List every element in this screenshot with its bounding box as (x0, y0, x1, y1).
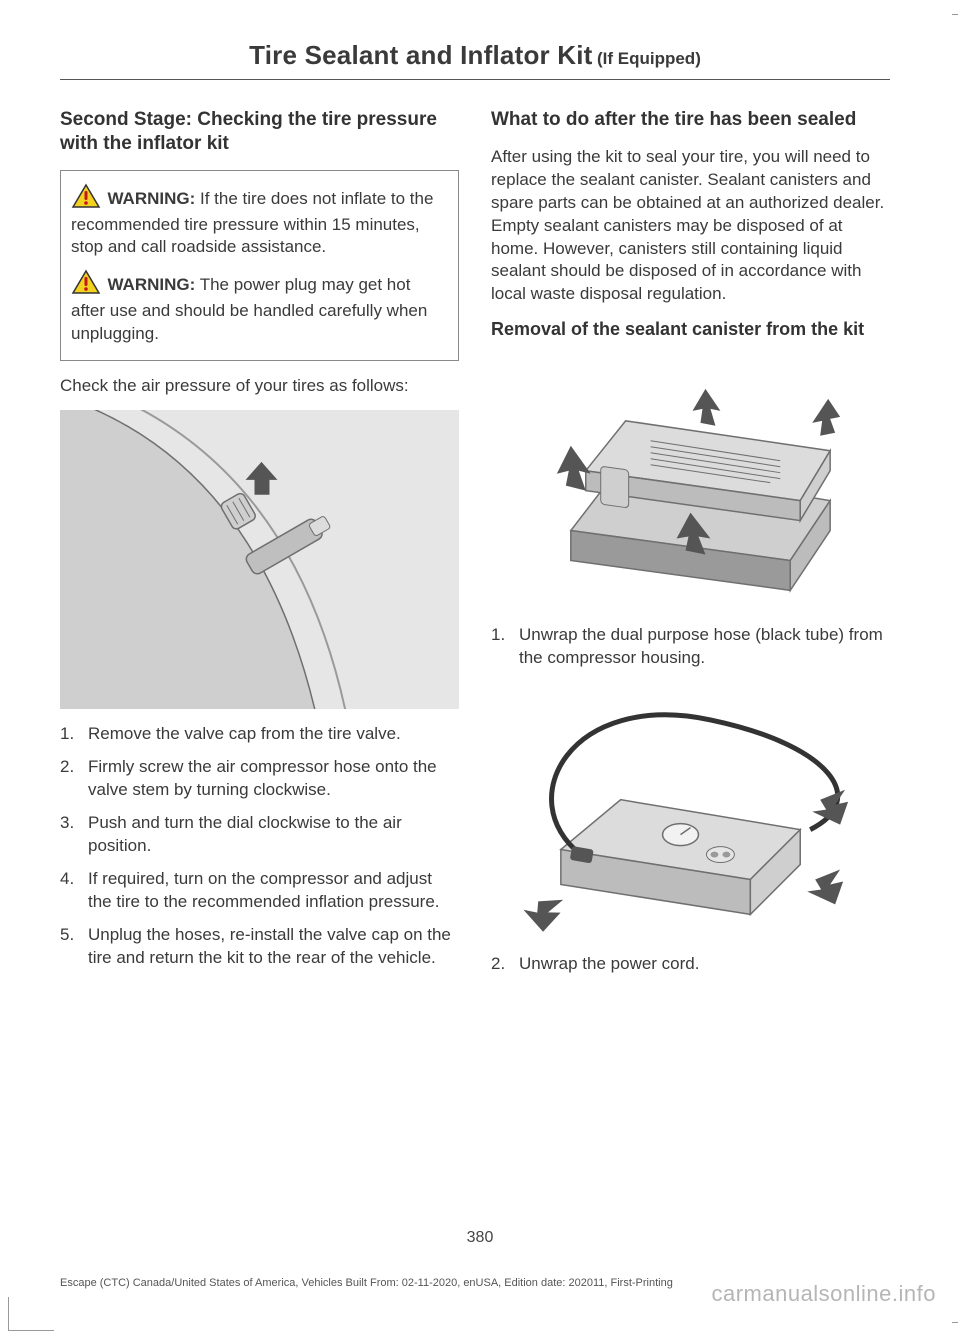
two-column-layout: Second Stage: Checking the tire pressure… (60, 108, 890, 986)
header-title: Tire Sealant and Inflator Kit (249, 40, 592, 70)
warning-label: WARNING: (107, 275, 195, 294)
watermark: carmanualsonline.info (711, 1281, 936, 1307)
warning-text: WARNING: The power plug may get hot afte… (71, 275, 427, 343)
list-item: 1.Remove the valve cap from the tire val… (60, 723, 459, 746)
warning-label: WARNING: (107, 189, 195, 208)
step-text: Push and turn the dial clockwise to the … (88, 812, 459, 858)
right-steps-1: 1.Unwrap the dual purpose hose (black tu… (491, 624, 890, 670)
right-steps-2: 2.Unwrap the power cord. (491, 953, 890, 976)
right-subheading: Removal of the sealant canister from the… (491, 318, 890, 341)
warning-item: WARNING: The power plug may get hot afte… (71, 269, 448, 346)
warning-text: WARNING: If the tire does not inflate to… (71, 189, 433, 257)
page-content: Tire Sealant and Inflator Kit (If Equipp… (60, 40, 890, 986)
tire-valve-figure (60, 410, 459, 709)
list-item: 2.Unwrap the power cord. (491, 953, 890, 976)
warning-box: WARNING: If the tire does not inflate to… (60, 170, 459, 362)
list-item: 2.Firmly screw the air compressor hose o… (60, 756, 459, 802)
right-column: What to do after the tire has been seale… (491, 108, 890, 986)
crop-tick-icon (952, 1322, 958, 1323)
step-text: Firmly screw the air compressor hose ont… (88, 756, 459, 802)
step-text: Unplug the hoses, re-install the valve c… (88, 924, 459, 970)
crop-mark-icon (8, 1297, 54, 1331)
list-item: 1.Unwrap the dual purpose hose (black tu… (491, 624, 890, 670)
page-header: Tire Sealant and Inflator Kit (If Equipp… (60, 40, 890, 80)
page-number: 380 (0, 1229, 960, 1247)
step-text: Remove the valve cap from the tire valve… (88, 723, 401, 746)
canister-removal-figure (491, 351, 890, 610)
warning-triangle-icon (71, 269, 101, 300)
left-column: Second Stage: Checking the tire pressure… (60, 108, 459, 986)
warning-item: WARNING: If the tire does not inflate to… (71, 183, 448, 260)
step-text: Unwrap the power cord. (519, 953, 699, 976)
right-heading: What to do after the tire has been seale… (491, 108, 890, 132)
left-heading: Second Stage: Checking the tire pressure… (60, 108, 459, 156)
step-text: Unwrap the dual purpose hose (black tube… (519, 624, 890, 670)
crop-tick-icon (952, 14, 958, 15)
warning-triangle-icon (71, 183, 101, 214)
compressor-hose-figure (491, 680, 890, 939)
list-item: 3.Push and turn the dial clockwise to th… (60, 812, 459, 858)
left-intro: Check the air pressure of your tires as … (60, 375, 459, 398)
left-steps: 1.Remove the valve cap from the tire val… (60, 723, 459, 969)
list-item: 5.Unplug the hoses, re-install the valve… (60, 924, 459, 970)
step-text: If required, turn on the compressor and … (88, 868, 459, 914)
right-para: After using the kit to seal your tire, y… (491, 146, 890, 307)
header-subtitle: (If Equipped) (597, 49, 701, 68)
list-item: 4.If required, turn on the compressor an… (60, 868, 459, 914)
footer-text: Escape (CTC) Canada/United States of Ame… (60, 1277, 673, 1289)
